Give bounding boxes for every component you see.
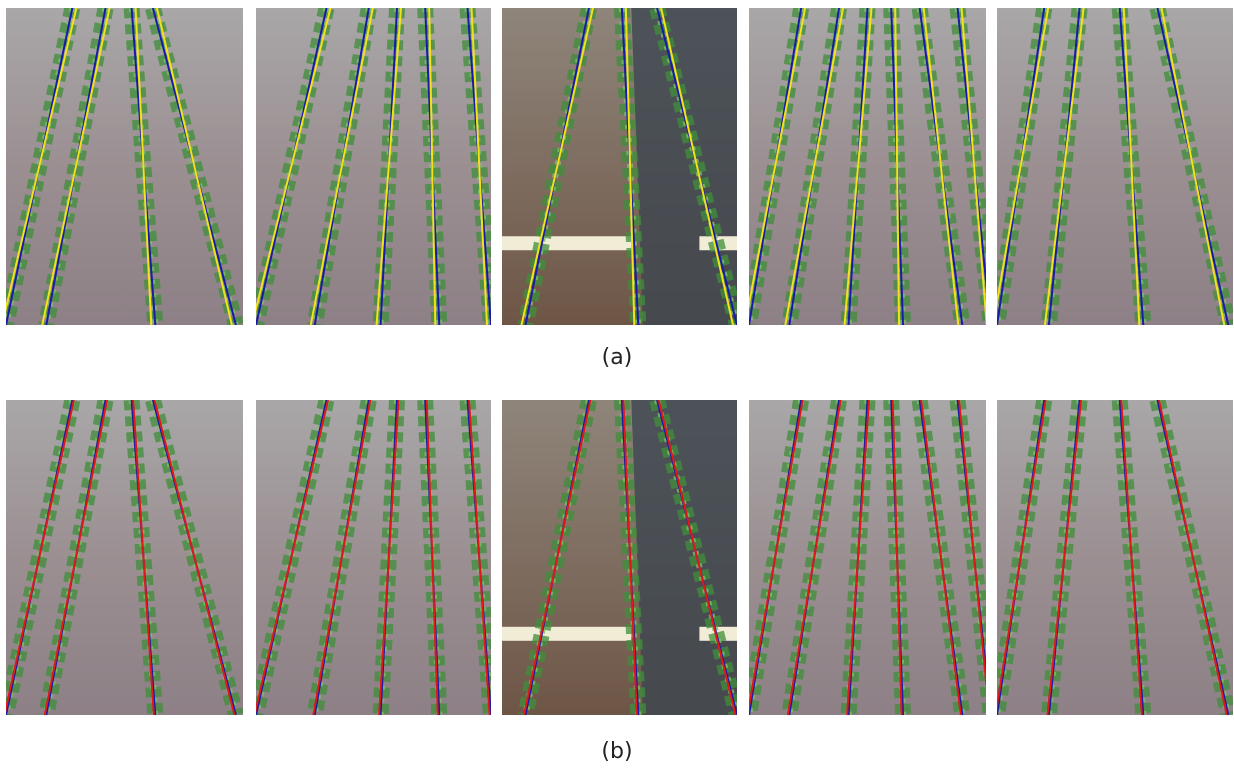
field-photo xyxy=(502,400,737,715)
field-photo xyxy=(993,8,1233,325)
field-photo xyxy=(745,8,991,325)
white-bar xyxy=(502,236,631,250)
page: {"panels": [{"label": "(a)"}, {"label": … xyxy=(0,0,1234,772)
field-photo xyxy=(5,400,244,715)
soil xyxy=(749,400,986,715)
field-photo xyxy=(2,8,243,325)
field-photo xyxy=(252,8,491,325)
field-photo xyxy=(996,400,1234,715)
figure: (a) (b) xyxy=(0,0,1234,772)
panel-label: (b) xyxy=(601,739,632,764)
field-photo xyxy=(502,8,737,325)
white-bar xyxy=(502,627,631,641)
panel-label: (a) xyxy=(602,345,633,370)
field-photo xyxy=(255,400,492,715)
field-photo xyxy=(748,400,991,715)
